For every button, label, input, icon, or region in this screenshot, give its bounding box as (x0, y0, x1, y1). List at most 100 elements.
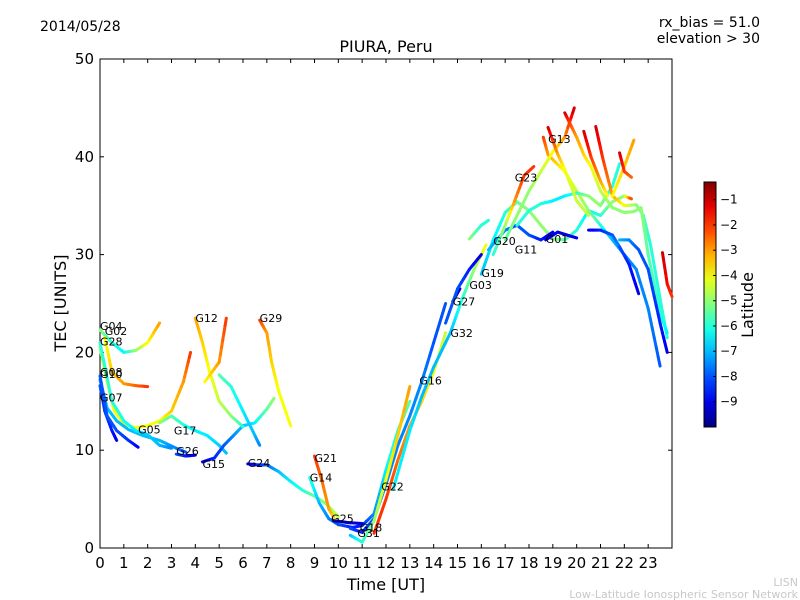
series-G13b (503, 106, 576, 242)
sat-label-G27: G27 (453, 295, 476, 308)
sat-label-G20: G20 (493, 235, 516, 248)
series-G13m (660, 251, 674, 299)
series-segment (664, 346, 669, 354)
x-tick-label: 6 (238, 554, 248, 572)
sat-label-G10: G10 (100, 368, 123, 381)
series-segment (652, 282, 658, 296)
series-segment (108, 390, 114, 403)
series-segment (650, 272, 656, 286)
y-tick-label: 30 (75, 246, 94, 264)
footer-network: Low-Latitude Ionospheric Sensor Network (569, 588, 798, 600)
sat-label-G03: G03 (469, 279, 492, 292)
series-segment (628, 174, 633, 179)
chart-title: PIURA, Peru (339, 37, 432, 56)
series-G12b (217, 373, 262, 447)
series-segment (223, 316, 228, 328)
series-segment (271, 396, 276, 402)
series-segment (664, 328, 669, 335)
x-tick-label: 17 (496, 554, 515, 572)
x-tick-label: 10 (329, 554, 348, 572)
series-G13i (587, 228, 622, 249)
colorbar-tick-label: −6 (720, 319, 738, 333)
sat-label-G05: G05 (138, 424, 161, 437)
series-segment (406, 399, 412, 408)
series-G31 (348, 385, 412, 544)
x-tick-label: 12 (376, 554, 395, 572)
series-segment (287, 418, 293, 428)
x-tick-label: 2 (143, 554, 153, 572)
x-axis-title: Time [UT] (346, 575, 425, 594)
series-segment (223, 450, 228, 455)
series-segment (402, 438, 409, 452)
series-segment (648, 276, 654, 289)
series-segment (646, 253, 652, 266)
series-G03 (444, 253, 483, 325)
x-tick-label: 23 (639, 554, 658, 572)
sat-label-G07: G07 (100, 391, 123, 404)
x-tick-label: 18 (519, 554, 538, 572)
x-tick-label: 4 (191, 554, 201, 572)
series-segment (656, 312, 662, 325)
colorbar-tick-label: −3 (720, 243, 738, 257)
sat-label-G24: G24 (248, 457, 271, 470)
x-tick-label: 13 (400, 554, 419, 572)
x-tick-label: 19 (543, 554, 562, 572)
series-segment (391, 478, 398, 491)
y-tick-label: 20 (75, 343, 94, 361)
series-segment (102, 360, 108, 374)
series-segment (616, 162, 622, 169)
series-segment (585, 211, 591, 217)
y-tick-label: 40 (75, 148, 94, 166)
x-tick-label: 9 (310, 554, 320, 572)
sat-label-G02: G02 (105, 325, 128, 338)
series-segment (477, 253, 483, 259)
series-G01 (544, 230, 579, 242)
series-G13e (582, 129, 610, 198)
series-segment (571, 106, 576, 115)
series-segment (656, 288, 662, 301)
series-segment (650, 252, 656, 265)
colorbar-title: Latitude (738, 272, 757, 338)
series-G13c (515, 162, 622, 227)
series-G04 (98, 321, 162, 354)
series-segment (530, 165, 536, 170)
series-segment (482, 243, 488, 251)
y-tick-label: 0 (84, 539, 94, 557)
series-segment (135, 444, 140, 449)
series-segment (405, 429, 412, 442)
series-segment (442, 302, 448, 312)
elevation-label: elevation > 30 (657, 31, 760, 47)
series-segment (406, 385, 412, 397)
sat-label-G29: G29 (260, 312, 283, 325)
y-tick-label: 50 (75, 50, 94, 68)
series-segment (654, 292, 660, 305)
x-tick-label: 16 (472, 554, 491, 572)
series-segment (98, 341, 104, 354)
x-tick-label: 7 (262, 554, 272, 572)
sat-label-G12: G12 (195, 312, 218, 325)
sat-label-G18: G18 (360, 521, 383, 534)
series-G13l (618, 151, 633, 179)
sat-label-G08: G08 (100, 366, 123, 379)
colorbar: −1 −2 −3 −4 −5 −6 −7 −8 −9 (703, 181, 738, 428)
series-segment (656, 302, 662, 315)
series-segment (648, 262, 654, 276)
colorbar-gradient (703, 181, 717, 428)
sat-label-G14: G14 (310, 471, 333, 484)
series-segment (100, 350, 106, 364)
series-G29b (203, 316, 228, 384)
y-axis-title: TEC [UNITS] (51, 255, 70, 353)
series-segment (334, 513, 340, 519)
colorbar-tick-label: −2 (720, 218, 738, 232)
sat-label-G13: G13 (548, 133, 571, 146)
colorbar-tick-label: −5 (720, 294, 738, 308)
colorbar-tick-label: −9 (720, 395, 738, 409)
colorbar-tick-label: −4 (720, 268, 738, 282)
series-G29 (258, 318, 293, 428)
series-G13g (563, 111, 669, 335)
series-segment (399, 448, 406, 462)
sat-label-G15: G15 (202, 458, 225, 471)
x-tick-label: 3 (167, 554, 177, 572)
series-segment (656, 354, 662, 368)
